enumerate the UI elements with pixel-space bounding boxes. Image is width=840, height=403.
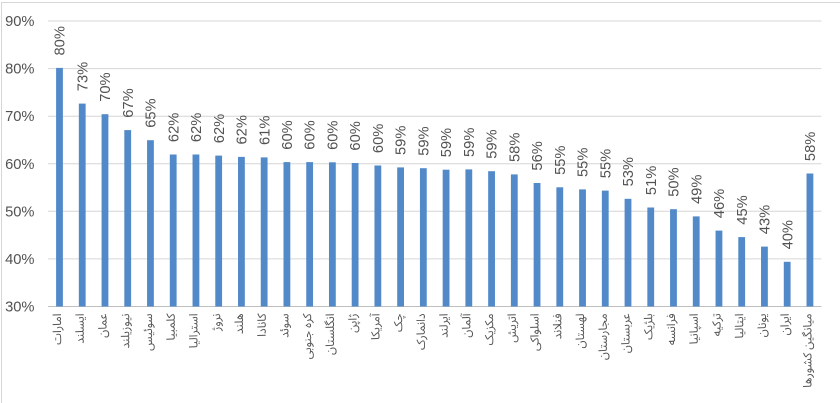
svg-text:70%: 70% (98, 72, 114, 101)
svg-text:67%: 67% (121, 88, 137, 117)
svg-text:59%: 59% (485, 129, 501, 158)
svg-text:43%: 43% (758, 205, 774, 234)
svg-text:70%: 70% (5, 109, 34, 125)
svg-text:65%: 65% (144, 98, 160, 127)
svg-text:80%: 80% (53, 26, 69, 55)
svg-text:56%: 56% (530, 141, 546, 170)
svg-text:53%: 53% (621, 157, 637, 186)
svg-text:62%: 62% (166, 113, 182, 142)
svg-text:59%: 59% (394, 126, 410, 155)
svg-text:60%: 60% (326, 120, 342, 149)
svg-text:50%: 50% (667, 167, 683, 196)
svg-text:55%: 55% (576, 148, 592, 177)
svg-text:45%: 45% (735, 195, 751, 224)
svg-text:61%: 61% (257, 116, 273, 145)
svg-text:49%: 49% (689, 175, 705, 204)
svg-text:60%: 60% (5, 157, 34, 173)
svg-text:60%: 60% (371, 124, 387, 153)
svg-text:30%: 30% (5, 300, 34, 316)
svg-text:58%: 58% (507, 133, 523, 162)
svg-text:90%: 90% (5, 14, 34, 30)
svg-text:80%: 80% (5, 62, 34, 78)
svg-text:40%: 40% (5, 252, 34, 268)
svg-text:59%: 59% (416, 126, 432, 155)
svg-text:50%: 50% (5, 204, 34, 220)
svg-text:58%: 58% (803, 132, 819, 161)
svg-text:62%: 62% (189, 113, 205, 142)
svg-text:62%: 62% (212, 114, 228, 143)
svg-text:59%: 59% (462, 128, 478, 157)
svg-text:62%: 62% (235, 115, 251, 144)
svg-text:60%: 60% (348, 121, 364, 150)
svg-text:40%: 40% (780, 220, 796, 249)
svg-text:60%: 60% (280, 120, 296, 149)
svg-text:55%: 55% (553, 145, 569, 174)
svg-text:51%: 51% (644, 166, 660, 195)
svg-text:73%: 73% (75, 62, 91, 91)
svg-text:60%: 60% (303, 120, 319, 149)
svg-text:55%: 55% (598, 149, 614, 178)
svg-text:59%: 59% (439, 128, 455, 157)
svg-text:46%: 46% (712, 189, 728, 218)
